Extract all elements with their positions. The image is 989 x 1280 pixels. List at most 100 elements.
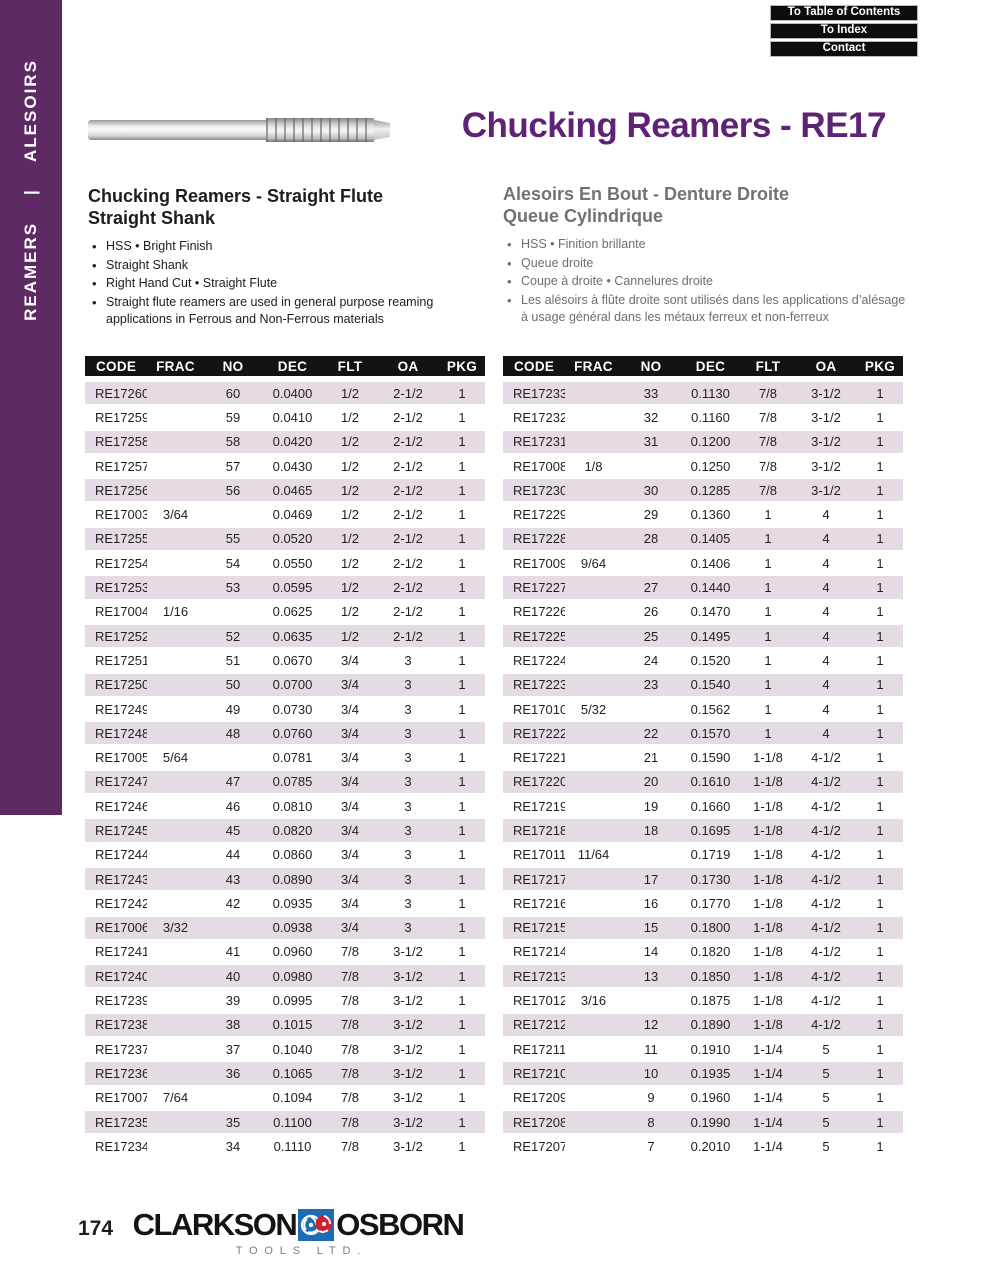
table-cell: 7/8	[741, 430, 795, 455]
table-cell: 3/4	[323, 916, 377, 941]
table-row: RE17248 48 0.0760 3/4 3 1	[85, 722, 485, 747]
table-cell: 1-1/8	[741, 819, 795, 844]
table-cell: 27	[622, 576, 680, 601]
table-row: RE17237 37 0.1040 7/8 3-1/2 1	[85, 1038, 485, 1063]
table-cell: 0.0820	[262, 819, 323, 844]
table-cell: 0.1935	[680, 1062, 741, 1087]
table-cell: 43	[204, 867, 262, 893]
table-cell: 0.1610	[680, 770, 741, 796]
table-cell: 5	[795, 1135, 857, 1160]
table-cell: 0.0781	[262, 746, 323, 771]
table-cell: 1-1/8	[741, 989, 795, 1014]
table-cell: RE17011	[503, 844, 565, 868]
table-row: RE17241 41 0.0960 7/8 3-1/2 1	[85, 941, 485, 966]
nav-button-index[interactable]: To Index	[770, 23, 918, 39]
table-cell: 41	[204, 941, 262, 966]
table-cell: 0.2010	[680, 1135, 741, 1160]
nav-button-contact[interactable]: Contact	[770, 41, 918, 57]
table-cell: 30	[622, 479, 680, 504]
table-cell: 4-1/2	[795, 795, 857, 820]
table-cell: 1	[741, 722, 795, 747]
table-cell: RE17223	[503, 673, 565, 698]
table-cell: 3	[377, 795, 439, 820]
reamer-product-image	[88, 116, 390, 144]
table-cell: RE17256	[85, 479, 147, 504]
table-row: RE17215 15 0.1800 1-1/8 4-1/2 1	[503, 916, 903, 941]
table-cell: 3/4	[323, 770, 377, 796]
table-cell: RE17215	[503, 916, 565, 941]
table-cell: 49	[204, 698, 262, 723]
table-cell: 2-1/2	[377, 576, 439, 601]
table-cell: 1	[439, 819, 485, 844]
column-header-pkg: PKG	[857, 356, 903, 382]
table-row: RE17244 44 0.0860 3/4 3 1	[85, 844, 485, 868]
bullet-item: HSS • Finition brillante	[503, 236, 915, 254]
table-cell: 1	[857, 698, 903, 723]
table-cell: 1	[741, 527, 795, 553]
table-cell: RE17242	[85, 892, 147, 917]
table-cell: 3/4	[323, 722, 377, 747]
table-cell: 53	[204, 576, 262, 601]
table-cell: 1	[439, 552, 485, 577]
table-cell: 1	[857, 1038, 903, 1063]
table-cell: 56	[204, 479, 262, 504]
table-cell: RE17232	[503, 406, 565, 431]
table-cell: 4-1/2	[795, 844, 857, 868]
table-cell: 34	[204, 1135, 262, 1160]
table-row: RE17249 49 0.0730 3/4 3 1	[85, 698, 485, 723]
table-cell: 16	[622, 892, 680, 917]
table-cell: 5	[795, 1038, 857, 1063]
table-cell: 3/4	[323, 673, 377, 698]
table-cell	[147, 406, 204, 431]
table-row: RE17251 51 0.0670 3/4 3 1	[85, 649, 485, 674]
table-cell: 3-1/2	[377, 1062, 439, 1087]
table-cell	[147, 989, 204, 1014]
table-cell: 3-1/2	[377, 1013, 439, 1039]
table-cell: RE17229	[503, 503, 565, 528]
table-cell: 1/2	[323, 406, 377, 431]
table-cell: 0.1160	[680, 406, 741, 431]
table-cell: 7/8	[323, 989, 377, 1014]
table-cell: 1	[857, 892, 903, 917]
table-cell: 0.0465	[262, 479, 323, 504]
table-cell: 0.0469	[262, 503, 323, 528]
table-cell: RE17239	[85, 989, 147, 1014]
table-cell: 0.1770	[680, 892, 741, 917]
table-cell: 1	[439, 479, 485, 504]
table-cell	[147, 552, 204, 577]
table-cell: 0.0890	[262, 867, 323, 893]
table-cell: 0.1730	[680, 867, 741, 893]
table-cell: RE17224	[503, 649, 565, 674]
table-cell	[565, 916, 622, 941]
table-cell: 60	[204, 382, 262, 407]
table-cell: 1	[439, 844, 485, 868]
table-cell	[622, 844, 680, 868]
table-cell: 1/2	[323, 624, 377, 650]
table-cell: 5	[795, 1110, 857, 1136]
table-cell	[147, 819, 204, 844]
table-row: RE17226 26 0.1470 1 4 1	[503, 601, 903, 625]
table-row: RE17011 11/64 0.1719 1-1/8 4-1/2 1	[503, 844, 903, 868]
table-cell: 2-1/2	[377, 479, 439, 504]
table-cell: 38	[204, 1013, 262, 1039]
table-cell: 0.0400	[262, 382, 323, 407]
table-cell	[565, 770, 622, 796]
table-cell: 0.1910	[680, 1038, 741, 1063]
table-cell: 3/4	[323, 698, 377, 723]
table-cell: 1/2	[323, 552, 377, 577]
reamer-table-right: CODE FRAC NO DEC FLT OA PKG RE17233 33 0.1…	[503, 356, 903, 1160]
table-cell	[147, 795, 204, 820]
table-cell: RE17254	[85, 552, 147, 577]
table-cell	[565, 867, 622, 893]
table-cell: 4	[795, 552, 857, 577]
table-cell: 1	[439, 989, 485, 1014]
table-cell: 3-1/2	[377, 989, 439, 1014]
table-cell: 1	[857, 819, 903, 844]
table-row: RE17243 43 0.0890 3/4 3 1	[85, 867, 485, 893]
table-cell: 1/2	[323, 382, 377, 407]
table-cell: 2-1/2	[377, 503, 439, 528]
table-cell: 7/8	[323, 1087, 377, 1111]
table-cell: 50	[204, 673, 262, 698]
table-row: RE17009 9/64 0.1406 1 4 1	[503, 552, 903, 577]
nav-button-table-of-contents[interactable]: To Table of Contents	[770, 5, 918, 21]
